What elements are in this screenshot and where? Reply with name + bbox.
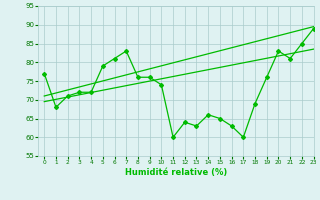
- X-axis label: Humidité relative (%): Humidité relative (%): [125, 168, 227, 177]
